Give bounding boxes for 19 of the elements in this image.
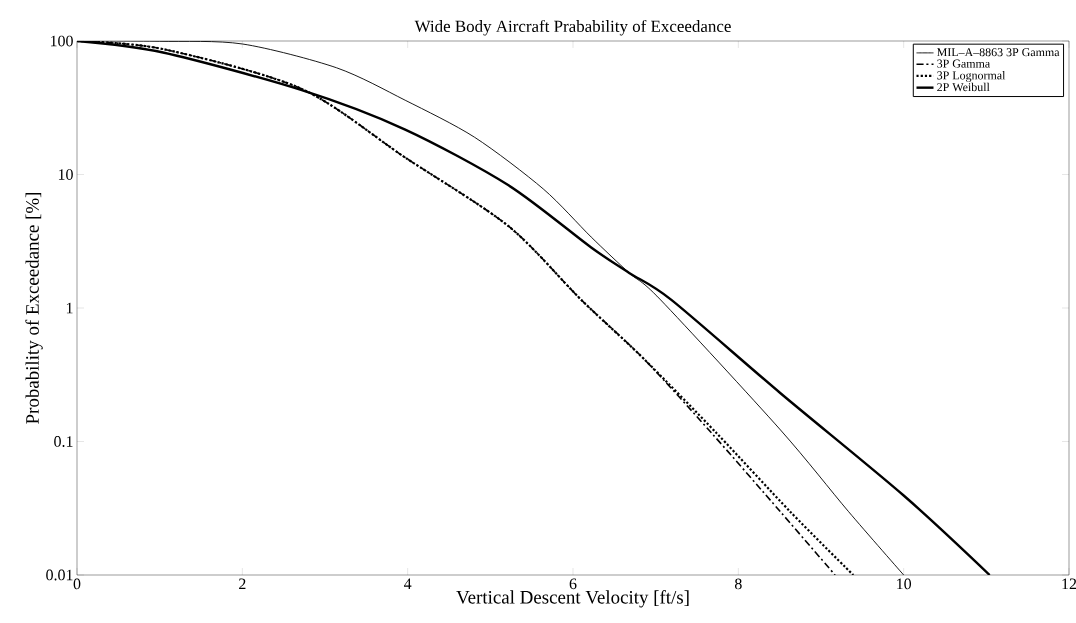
y-tick-label: 100 — [50, 35, 73, 47]
legend-label: 2P Weibull — [937, 82, 990, 92]
chart-title: Wide Body Aircraft Prabability of Exceedance — [414, 19, 731, 36]
y-tick-label: 1 — [66, 302, 73, 314]
y-axis-title: Probability of Exceedance [%] — [25, 192, 43, 424]
y-tick-label: 10 — [58, 169, 73, 180]
x-tick-label: 8 — [734, 578, 742, 590]
x-axis-title: Vertical Descent Velocity [ft/s] — [456, 590, 689, 608]
x-tick-label: 4 — [404, 578, 412, 590]
y-tick-label: 0.1 — [54, 436, 73, 447]
x-tick-label: 2 — [239, 578, 246, 590]
x-tick-label: 0 — [73, 578, 81, 590]
x-tick-label: 10 — [897, 578, 912, 590]
y-tick-label: 0.01 — [46, 569, 73, 581]
legend-label: 3P Lognormal — [937, 70, 1006, 82]
legend-label: 3P Gamma — [937, 59, 990, 68]
legend-label: MIL–A–8863 3P Gamma — [937, 48, 1060, 57]
x-tick-label: 6 — [569, 578, 577, 590]
x-tick-label: 12 — [1062, 578, 1076, 590]
